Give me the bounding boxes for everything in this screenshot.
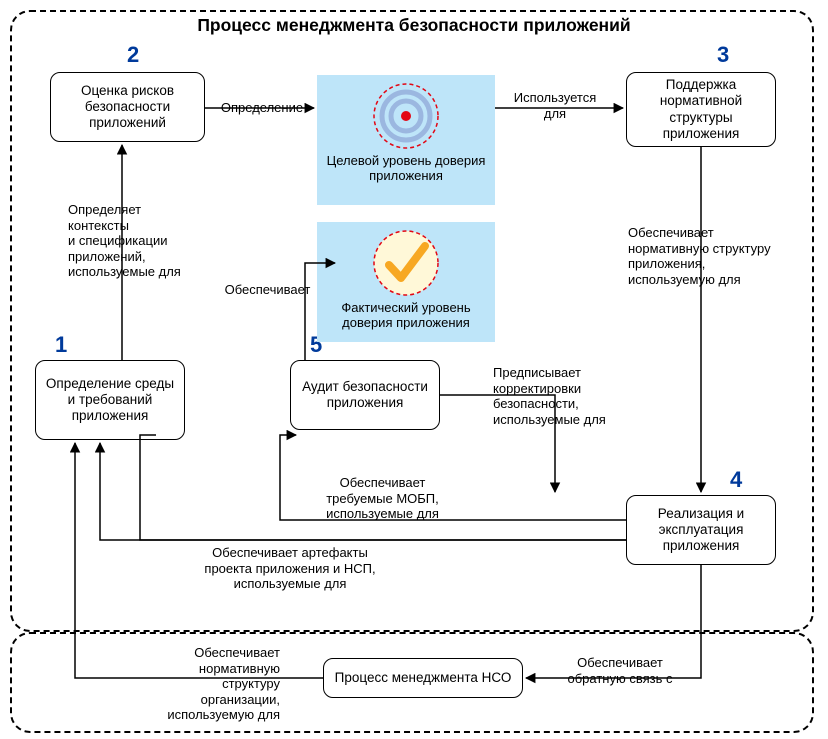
edge-4-nso-label: Обеспечивает обратную связь с: [565, 655, 675, 686]
actual-trust-label: Фактический уровень доверия приложения: [317, 298, 495, 336]
node-nso: Процесс менеджмента НСО: [323, 658, 523, 698]
step-number-2: 2: [127, 42, 139, 68]
diagram-title: Процесс менеджмента безопасности приложе…: [0, 15, 828, 36]
edge-5-4-label: Предписывает корректировки безопасности,…: [493, 365, 623, 427]
edge-nso-1-label: Обеспечивает нормативную структуру орган…: [140, 645, 280, 723]
step-number-1: 1: [55, 332, 67, 358]
step-number-3: 3: [717, 42, 729, 68]
edge-5-actual-label: Обеспечивает: [220, 282, 315, 298]
edge-4-1-label: Обеспечивает артефакты проекта приложени…: [200, 545, 380, 592]
edge-1-2-label: Определяет контексты и спецификации прил…: [68, 202, 183, 280]
node-4: Реализация и эксплуатация приложения: [626, 495, 776, 565]
node-3: Поддержка нормативной структуры приложен…: [626, 72, 776, 147]
edge-3-4-label: Обеспечивает нормативную структуру прило…: [628, 225, 783, 287]
target-icon: [371, 81, 441, 151]
edge-2-target-label: Определение: [212, 100, 312, 116]
node-2: Оценка рисков безопасности приложений: [50, 72, 205, 142]
edge-target-3-label: Используется для: [505, 90, 605, 121]
check-icon: [371, 228, 441, 298]
diagram-canvas: Процесс менеджмента безопасности приложе…: [0, 0, 828, 739]
node-5: Аудит безопасности приложения: [290, 360, 440, 430]
edge-4-5-label: Обеспечивает требуемые МОБП, используемы…: [305, 475, 460, 522]
target-trust-label: Целевой уровень доверия приложения: [317, 151, 495, 189]
target-trust-box: Целевой уровень доверия приложения: [317, 75, 495, 205]
node-1: Определение среды и требований приложени…: [35, 360, 185, 440]
actual-trust-box: Фактический уровень доверия приложения: [317, 222, 495, 342]
step-number-4: 4: [730, 467, 742, 493]
